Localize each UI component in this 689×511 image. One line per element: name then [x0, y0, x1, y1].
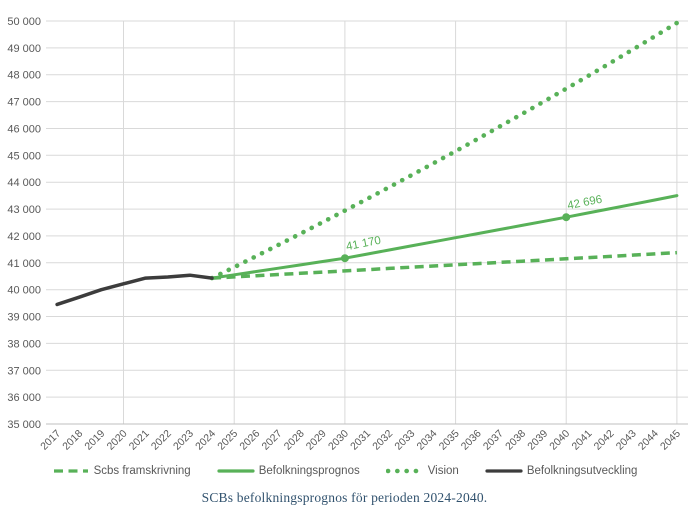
- series-line-befolkningsprognos: [210, 194, 679, 280]
- x-tick-label: 2045: [658, 428, 683, 453]
- series-line-vision: [209, 20, 680, 281]
- x-tick-label: 2022: [149, 428, 174, 453]
- data-point-label: 41 170: [345, 235, 382, 253]
- legend-sample-black-line-icon: [485, 467, 523, 475]
- x-tick-label: 2040: [547, 428, 572, 453]
- y-tick-label: 40 000: [7, 285, 41, 297]
- y-tick-label: 47 000: [7, 97, 41, 109]
- y-tick-label: 39 000: [7, 312, 41, 324]
- data-point-marker: [562, 213, 571, 222]
- x-tick-label: 2020: [105, 428, 130, 453]
- x-tick-label: 2039: [525, 428, 550, 453]
- y-tick-label: 35 000: [7, 419, 41, 431]
- x-tick-label: 2031: [348, 428, 373, 453]
- x-tick-label: 2029: [304, 428, 329, 453]
- x-tick-label: 2021: [127, 428, 152, 453]
- x-tick-label: 2017: [38, 428, 63, 453]
- x-tick-label: 2036: [459, 428, 484, 453]
- legend-item-befolkningsprognos: Befolkningsprognos: [217, 465, 360, 477]
- x-tick-label: 2019: [82, 428, 107, 453]
- legend-sample-solid-line-icon: [217, 467, 255, 475]
- x-tick-label: 2024: [193, 428, 218, 453]
- x-tick-label: 2034: [415, 428, 440, 453]
- x-tick-label: 2037: [481, 428, 506, 453]
- x-tick-label: 2044: [636, 428, 661, 453]
- x-tick-label: 2043: [614, 428, 639, 453]
- series-line-befolkningsutveckling: [55, 273, 214, 307]
- data-point-marker: [340, 254, 349, 263]
- y-tick-label: 45 000: [7, 150, 41, 162]
- x-tick-label: 2041: [570, 428, 595, 453]
- legend-item-befolkningsutveckling: Befolkningsutveckling: [485, 465, 638, 477]
- y-tick-label: 48 000: [7, 70, 41, 82]
- y-tick-label: 44 000: [7, 177, 41, 189]
- y-tick-label: 49 000: [7, 43, 41, 55]
- x-tick-label: 2033: [392, 428, 417, 453]
- y-tick-label: 42 000: [7, 231, 41, 243]
- x-tick-label: 2035: [437, 428, 462, 453]
- legend-label: Befolkningsprognos: [258, 465, 360, 477]
- x-tick-label: 2030: [326, 428, 351, 453]
- y-tick-label: 41 000: [7, 258, 41, 270]
- x-tick-label: 2028: [282, 428, 307, 453]
- y-tick-label: 36 000: [7, 392, 41, 404]
- legend-sample-dotted-line-icon: [385, 467, 424, 475]
- y-tick-label: 50 000: [7, 16, 41, 28]
- y-tick-label: 46 000: [7, 124, 41, 136]
- series-line-scbs-framskrivning: [211, 250, 678, 280]
- x-tick-label: 2032: [370, 428, 395, 453]
- legend-item-scbs-framskrivning: Scbs framskrivning: [52, 465, 191, 477]
- chart-legend: Scbs framskrivning Befolkningsprognos Vi…: [0, 460, 689, 482]
- legend-label: Befolkningsutveckling: [526, 465, 638, 477]
- y-tick-label: 37 000: [7, 365, 41, 377]
- x-tick-label: 2027: [260, 428, 285, 453]
- legend-label: Vision: [427, 465, 459, 477]
- legend-item-vision: Vision: [385, 465, 459, 477]
- x-tick-label: 2038: [503, 428, 528, 453]
- x-tick-label: 2018: [60, 428, 85, 453]
- x-tick-label: 2042: [592, 428, 617, 453]
- x-tick-label: 2023: [171, 428, 196, 453]
- x-tick-label: 2025: [215, 428, 240, 453]
- x-tick-label: 2026: [237, 428, 262, 453]
- chart-plot-area: 35 000 36 000 37 000 38 000 39 000 40 000 41 0…: [7, 16, 688, 453]
- y-tick-label: 43 000: [7, 204, 41, 216]
- legend-sample-dashed-line-icon: [52, 467, 90, 475]
- y-tick-label: 38 000: [7, 338, 41, 350]
- legend-label: Scbs framskrivning: [93, 465, 191, 477]
- chart-caption: SCBs befolkningsprognos för perioden 202…: [201, 490, 488, 505]
